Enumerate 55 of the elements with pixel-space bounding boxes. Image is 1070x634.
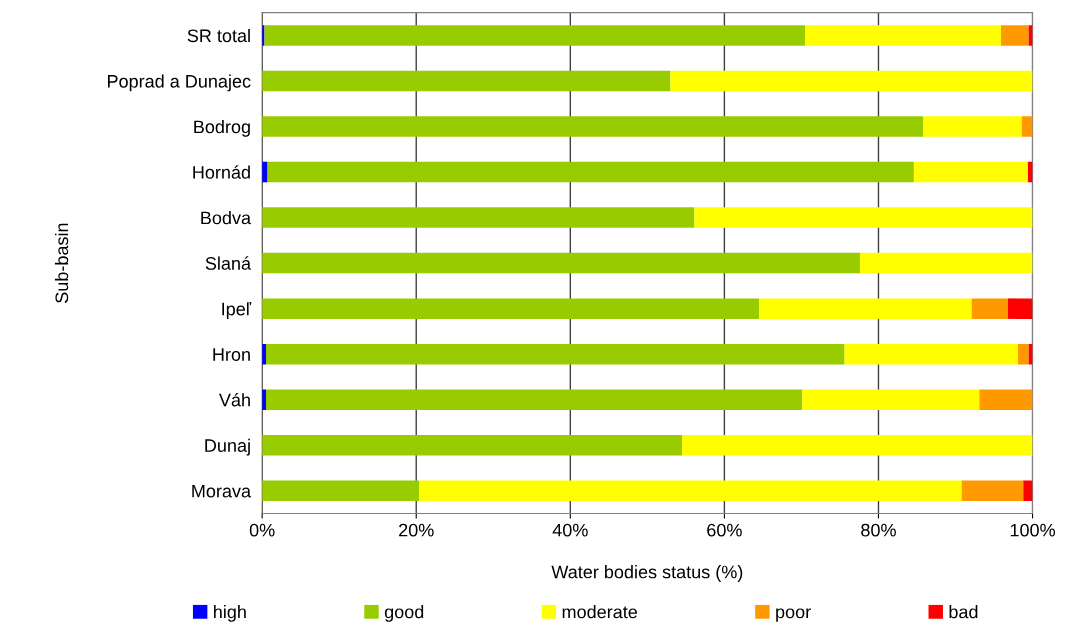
y-tick-label: Hornád xyxy=(193,165,250,179)
legend-label: moderate xyxy=(562,605,638,619)
x-axis-title: Water bodies status (%) xyxy=(551,565,743,582)
legend-label: poor xyxy=(776,608,811,622)
bar xyxy=(262,116,924,137)
y-tick-label: Ipeľ xyxy=(222,302,252,319)
bar xyxy=(670,70,1033,92)
bar xyxy=(1023,480,1033,502)
bar xyxy=(262,435,683,456)
bar xyxy=(262,480,420,502)
bar xyxy=(802,389,980,410)
y-tick-label: Dunaj xyxy=(205,438,250,456)
legend-label: high xyxy=(214,605,246,622)
bar xyxy=(923,116,1022,137)
y-tick-label: Bodrog xyxy=(194,119,250,137)
y-tick-label: Bodva xyxy=(201,211,252,225)
y-tick-label: Slaná xyxy=(205,256,252,270)
y-axis-title: Sub-basin xyxy=(54,223,69,303)
bar xyxy=(266,343,845,365)
bar xyxy=(262,207,695,228)
bar xyxy=(805,25,1001,46)
bar xyxy=(694,207,1033,228)
x-tick-label: 0% xyxy=(249,523,275,537)
bar xyxy=(419,480,962,502)
bar xyxy=(267,161,914,183)
bar xyxy=(859,252,1033,274)
bar xyxy=(759,298,972,319)
bar xyxy=(961,480,1024,502)
legend-label: bad xyxy=(949,605,978,619)
bar xyxy=(844,343,1018,365)
bar xyxy=(262,70,671,92)
x-tick-label: 100% xyxy=(1010,523,1055,537)
bar xyxy=(262,252,860,274)
x-tick-label: 60% xyxy=(707,523,742,537)
bar xyxy=(262,298,760,319)
bar xyxy=(913,161,1028,183)
y-tick-label: Váh xyxy=(218,392,250,407)
bar xyxy=(971,298,1008,319)
bar xyxy=(1007,298,1033,319)
bar xyxy=(979,389,1033,410)
x-tick-label: 80% xyxy=(861,523,896,537)
bar xyxy=(1017,343,1029,365)
y-tick-label: Morava xyxy=(192,484,252,498)
legend-label: good xyxy=(384,605,424,622)
bar xyxy=(1021,116,1033,137)
x-tick-label: 40% xyxy=(552,523,588,537)
y-tick-label: Hron xyxy=(213,348,250,361)
y-tick-label: SR total xyxy=(187,28,250,43)
bar xyxy=(1000,25,1029,46)
bar xyxy=(264,25,806,46)
bar xyxy=(682,435,1033,456)
y-tick-label: Poprad a Dunajec xyxy=(107,74,251,92)
bar xyxy=(266,389,803,410)
bar xyxy=(262,161,268,183)
x-tick-label: 20% xyxy=(399,523,434,537)
